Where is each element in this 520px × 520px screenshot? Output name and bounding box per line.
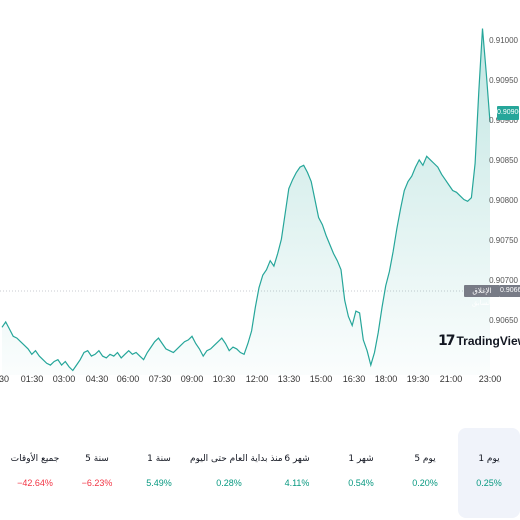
- price-tick-label: 0.90750: [489, 236, 518, 245]
- period-label: 1 شهر: [348, 454, 374, 464]
- period-label: منذ بداية العام حتى اليوم: [190, 454, 283, 464]
- price-chart[interactable]: [0, 0, 520, 380]
- period-label: 5 يوم: [414, 454, 436, 464]
- time-tick-label: 03:00: [52, 374, 76, 384]
- period-change: 0.54%: [348, 478, 374, 488]
- price-tick-label: 0.90900: [489, 116, 518, 125]
- tradingview-watermark: 17 TradingView: [438, 330, 520, 352]
- time-tick-label: 19:30: [406, 374, 430, 384]
- period-label: جميع الأوقات: [10, 454, 60, 464]
- price-tick-label: 0.91000: [489, 36, 518, 45]
- previous-close-value: 0.90666: [500, 285, 520, 297]
- time-tick-label: 18:00: [374, 374, 398, 384]
- period-change: 0.28%: [216, 478, 242, 488]
- current-price-tag: 0.90906: [497, 106, 520, 120]
- time-tick-label: 01:30: [20, 374, 44, 384]
- price-tick-label: 0.90850: [489, 156, 518, 165]
- price-line: [1, 28, 491, 372]
- price-tick-label: 0.90650: [489, 316, 518, 325]
- period-change: 4.11%: [284, 478, 310, 488]
- time-tick-label: 21:00: [439, 374, 463, 384]
- period-change: 0.20%: [412, 478, 438, 488]
- time-tick-label: 30: [0, 374, 10, 384]
- time-tick-label: 04:30: [85, 374, 109, 384]
- period-1-day[interactable]: 1 يوم 0.25%: [458, 428, 520, 518]
- period-label: 6 شهر: [284, 454, 310, 464]
- period-label: 5 سنة: [85, 454, 109, 464]
- time-tick-label: 15:00: [309, 374, 333, 384]
- period-1-year[interactable]: 1 سنة 5.49%: [128, 428, 190, 518]
- period-change: −42.64%: [17, 478, 53, 488]
- period-5-days[interactable]: 5 يوم 0.20%: [394, 428, 456, 518]
- period-label: 1 يوم: [478, 454, 500, 464]
- time-tick-label: 07:30: [148, 374, 172, 384]
- price-area: [2, 28, 490, 375]
- tradingview-logo-icon: 17: [438, 333, 456, 349]
- period-all-time[interactable]: جميع الأوقات −42.64%: [4, 428, 66, 518]
- price-tick-label: 0.90800: [489, 196, 518, 205]
- brand-name: TradingView: [456, 334, 520, 348]
- price-tick-label: 0.90950: [489, 76, 518, 85]
- period-change: 0.25%: [476, 478, 502, 488]
- period-5-years[interactable]: 5 سنة −6.23%: [66, 428, 128, 518]
- previous-close-label: الإغلاق السابق: [464, 285, 500, 307]
- time-tick-label: 10:30: [212, 374, 236, 384]
- time-tick-label: 09:00: [180, 374, 204, 384]
- time-tick-label: 16:30: [342, 374, 366, 384]
- price-tick-label: 0.90700: [489, 276, 518, 285]
- period-6-months[interactable]: 6 شهر 4.11%: [266, 428, 328, 518]
- time-tick-label: 06:00: [116, 374, 140, 384]
- period-selector: جميع الأوقات −42.64% 5 سنة −6.23% 1 سنة …: [0, 428, 520, 518]
- period-ytd[interactable]: منذ بداية العام حتى اليوم 0.28%: [190, 428, 283, 518]
- time-tick-label: 23:00: [478, 374, 502, 384]
- period-1-month[interactable]: 1 شهر 0.54%: [330, 428, 392, 518]
- period-change: −6.23%: [81, 478, 113, 488]
- period-change: 5.49%: [146, 478, 172, 488]
- time-tick-label: 12:00: [245, 374, 269, 384]
- period-label: 1 سنة: [147, 454, 171, 464]
- time-tick-label: 13:30: [277, 374, 301, 384]
